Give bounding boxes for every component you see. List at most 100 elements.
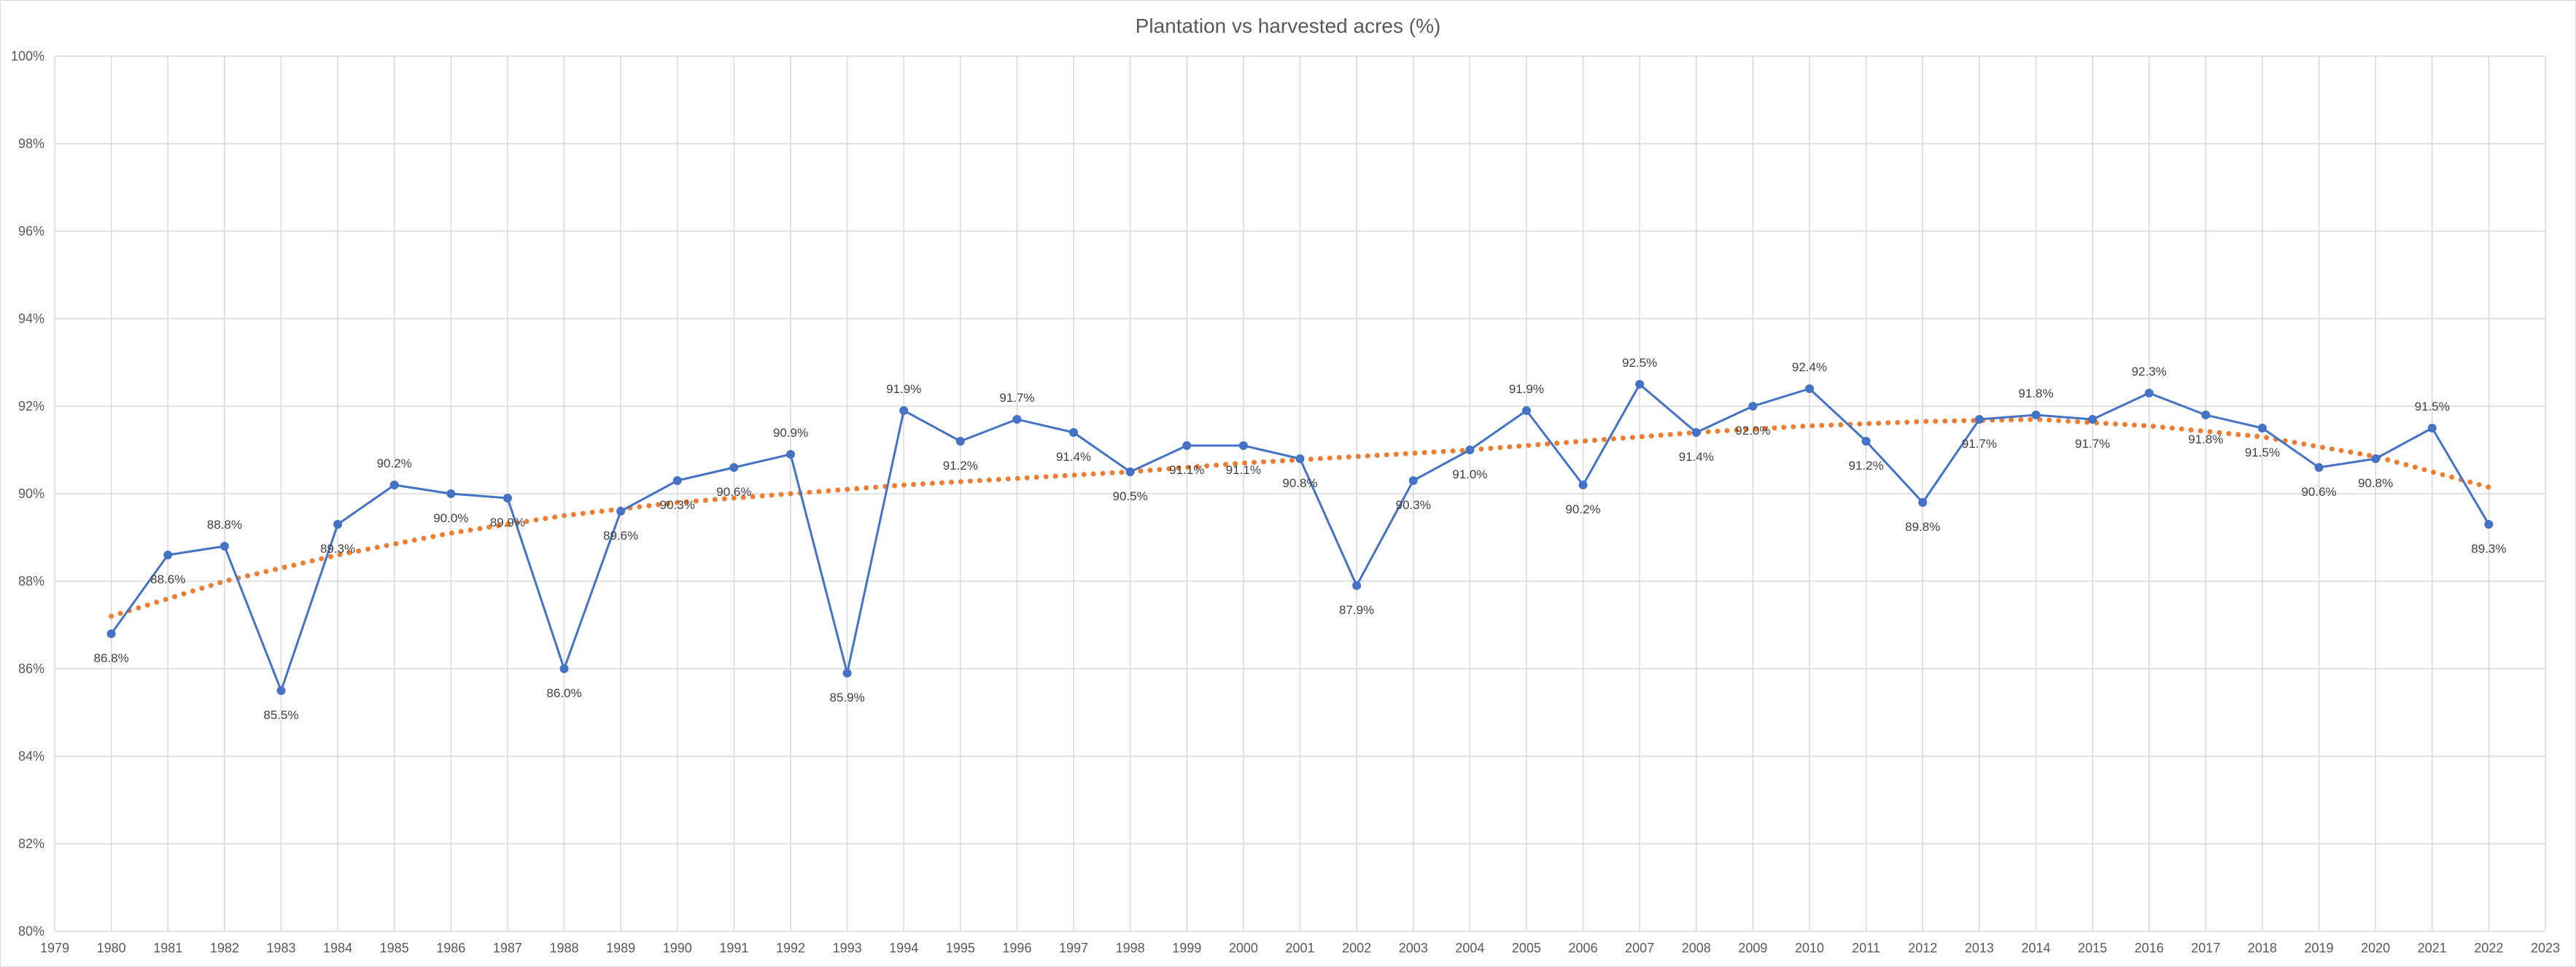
data-point <box>899 406 909 415</box>
x-tick-label: 1980 <box>97 941 126 955</box>
data-label: 87.9% <box>1339 603 1374 617</box>
x-tick-label: 2001 <box>1285 941 1314 955</box>
x-tick-label: 2008 <box>1682 941 1711 955</box>
data-label: 90.2% <box>377 457 412 470</box>
x-tick-label: 1993 <box>833 941 862 955</box>
x-tick-label: 2017 <box>2191 941 2220 955</box>
data-point <box>333 520 343 529</box>
data-label: 86.0% <box>546 686 581 700</box>
x-tick-label: 1990 <box>663 941 692 955</box>
data-label: 91.8% <box>2018 387 2053 400</box>
x-tick-label: 2003 <box>1399 941 1428 955</box>
x-tick-label: 1999 <box>1172 941 1201 955</box>
data-point <box>955 437 965 446</box>
data-label: 89.3% <box>320 542 355 556</box>
data-label: 91.4% <box>1679 450 1714 464</box>
x-tick-label: 2016 <box>2135 941 2164 955</box>
data-point <box>1352 581 1362 590</box>
data-point <box>2088 415 2098 424</box>
data-label: 91.2% <box>943 459 978 473</box>
x-tick-label: 2020 <box>2361 941 2390 955</box>
data-label: 92.5% <box>1622 356 1657 370</box>
x-tick-label: 1989 <box>606 941 635 955</box>
data-label: 88.6% <box>150 572 185 586</box>
data-label: 89.6% <box>603 529 638 543</box>
data-label: 92.3% <box>2132 365 2167 378</box>
data-point <box>842 669 852 677</box>
x-tick-label: 2021 <box>2418 941 2447 955</box>
data-point <box>1069 428 1079 437</box>
data-point <box>2484 520 2494 529</box>
data-point <box>1974 415 1984 424</box>
x-tick-label: 1991 <box>719 941 748 955</box>
x-tick-label: 2009 <box>1738 941 1767 955</box>
data-label: 92.0% <box>1735 424 1770 438</box>
data-label: 91.1% <box>1169 463 1204 477</box>
x-tick-label: 2002 <box>1342 941 1371 955</box>
data-label: 91.5% <box>2415 400 2450 413</box>
y-tick-label: 100% <box>11 49 44 63</box>
data-point <box>106 629 116 638</box>
x-tick-label: 1982 <box>210 941 239 955</box>
data-label: 91.9% <box>1509 382 1544 396</box>
x-tick-label: 1985 <box>380 941 409 955</box>
data-point <box>1805 384 1815 393</box>
data-label: 91.8% <box>2188 432 2223 446</box>
data-point <box>1748 402 1758 411</box>
data-point <box>1125 467 1135 476</box>
x-tick-label: 1995 <box>946 941 975 955</box>
x-tick-label: 1992 <box>776 941 805 955</box>
x-tick-label: 2022 <box>2474 941 2503 955</box>
data-point <box>1465 446 1475 454</box>
data-point <box>729 463 739 472</box>
x-tick-label: 2006 <box>1569 941 1598 955</box>
data-label: 92.4% <box>1792 360 1827 374</box>
y-tick-label: 80% <box>18 924 44 939</box>
x-tick-label: 1983 <box>266 941 295 955</box>
x-tick-label: 1988 <box>549 941 578 955</box>
x-tick-label: 2014 <box>2021 941 2050 955</box>
data-label: 86.8% <box>94 651 129 665</box>
data-point <box>1408 476 1418 485</box>
x-tick-label: 2015 <box>2078 941 2107 955</box>
data-point <box>2257 424 2267 432</box>
y-tick-label: 98% <box>18 136 44 151</box>
data-point <box>1918 498 1928 507</box>
x-tick-label: 1981 <box>153 941 182 955</box>
data-point <box>220 542 229 551</box>
data-label: 90.8% <box>2358 476 2393 490</box>
data-label: 89.3% <box>2471 542 2506 556</box>
data-point <box>672 476 682 485</box>
data-point <box>2201 411 2211 419</box>
data-label: 91.1% <box>1226 463 1261 477</box>
x-tick-label: 1986 <box>436 941 465 955</box>
x-tick-label: 2005 <box>1512 941 1541 955</box>
data-point <box>2371 454 2381 463</box>
data-point <box>2031 411 2041 419</box>
y-tick-label: 96% <box>18 224 44 238</box>
data-label: 90.5% <box>1113 489 1148 503</box>
data-label: 91.7% <box>1962 437 1997 451</box>
x-tick-label: 1994 <box>889 941 918 955</box>
data-label: 91.9% <box>886 382 921 396</box>
data-label: 90.2% <box>1565 502 1600 516</box>
y-tick-label: 88% <box>18 574 44 589</box>
y-tick-label: 90% <box>18 486 44 501</box>
x-tick-label: 1997 <box>1059 941 1088 955</box>
data-point <box>446 489 456 498</box>
data-label: 85.9% <box>829 691 864 704</box>
data-label: 91.5% <box>2245 446 2280 459</box>
data-label: 91.0% <box>1452 467 1487 481</box>
data-point <box>1861 437 1871 446</box>
data-label: 91.7% <box>999 391 1034 405</box>
data-label: 89.8% <box>1905 520 1940 534</box>
data-label: 90.8% <box>1282 476 1317 490</box>
y-tick-label: 84% <box>18 749 44 764</box>
y-tick-label: 82% <box>18 836 44 851</box>
data-point <box>1521 406 1531 415</box>
data-label: 90.0% <box>433 511 468 525</box>
chart-title: Plantation vs harvested acres (%) <box>1135 15 1441 37</box>
data-point <box>389 481 399 489</box>
